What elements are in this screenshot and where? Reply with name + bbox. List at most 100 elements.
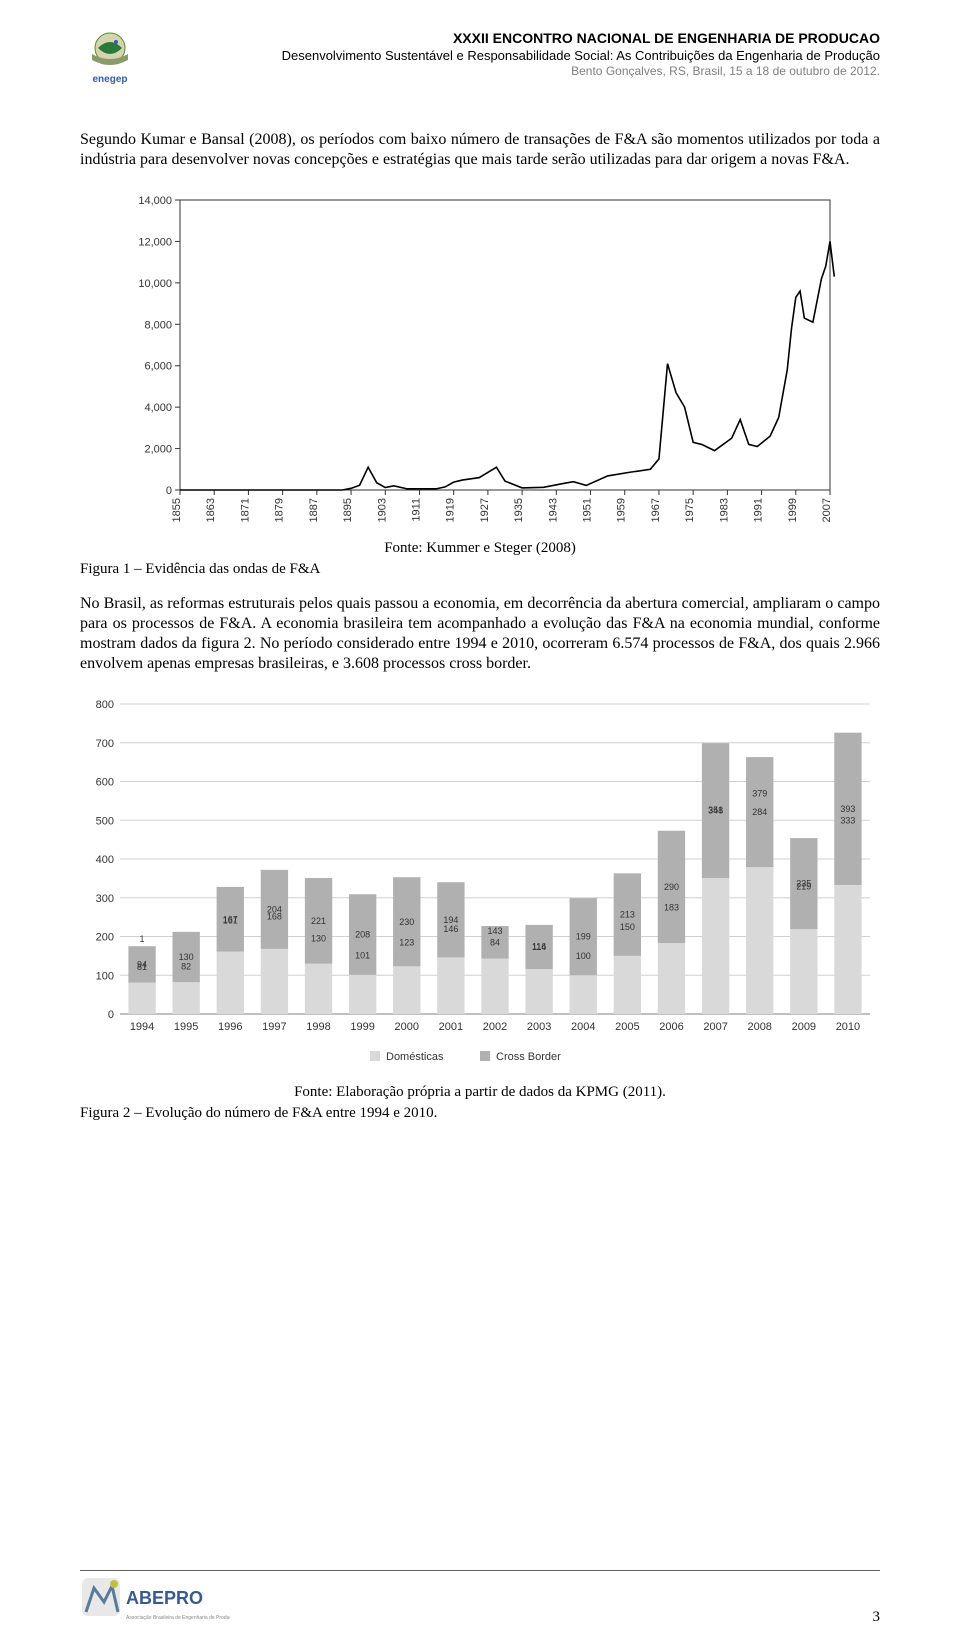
logo-text: enegep xyxy=(92,74,127,85)
svg-text:150: 150 xyxy=(620,922,635,932)
svg-text:130: 130 xyxy=(311,933,326,943)
svg-text:14,000: 14,000 xyxy=(138,195,172,207)
svg-text:Domésticas: Domésticas xyxy=(386,1051,444,1063)
abepro-text: ABEPRO xyxy=(126,1588,203,1608)
paragraph-1: Segundo Kumar e Bansal (2008), os períod… xyxy=(80,130,880,170)
footer-divider xyxy=(80,1570,880,1571)
figure-caption-1: Figura 1 – Evidência das ondas de F&A xyxy=(80,561,880,578)
svg-text:167: 167 xyxy=(223,914,238,924)
svg-text:2002: 2002 xyxy=(483,1021,507,1033)
svg-text:1951: 1951 xyxy=(582,498,594,522)
source-2: Fonte: Elaboração própria a partir de da… xyxy=(80,1084,880,1101)
svg-text:379: 379 xyxy=(752,789,767,799)
svg-text:100: 100 xyxy=(576,951,591,961)
svg-text:1959: 1959 xyxy=(616,498,628,522)
svg-text:200: 200 xyxy=(96,932,114,944)
page-header: enegep XXXII ENCONTRO NACIONAL DE ENGENH… xyxy=(80,30,880,90)
svg-text:2003: 2003 xyxy=(527,1021,551,1033)
figure-caption-2: Figura 2 – Evolução do número de F&A ent… xyxy=(80,1105,880,1122)
header-text: XXXII ENCONTRO NACIONAL DE ENGENHARIA DE… xyxy=(176,30,880,79)
enegep-logo: enegep xyxy=(80,30,160,90)
svg-text:Associação Brasileira de Engen: Associação Brasileira de Engenharia de P… xyxy=(126,1615,230,1621)
svg-text:1995: 1995 xyxy=(174,1021,198,1033)
svg-text:333: 333 xyxy=(840,815,855,825)
svg-text:1994: 1994 xyxy=(130,1021,154,1033)
svg-text:94: 94 xyxy=(137,959,147,969)
svg-text:101: 101 xyxy=(355,950,370,960)
chart-stacked-bar: 0100200300400500600700800819411994821301… xyxy=(80,694,880,1074)
svg-text:1943: 1943 xyxy=(547,498,559,522)
svg-text:235: 235 xyxy=(796,879,811,889)
source-1: Fonte: Kummer e Steger (2008) xyxy=(80,540,880,557)
svg-text:2010: 2010 xyxy=(836,1021,860,1033)
svg-text:1855: 1855 xyxy=(171,498,183,522)
svg-text:1935: 1935 xyxy=(513,498,525,522)
svg-text:1997: 1997 xyxy=(262,1021,286,1033)
svg-text:1999: 1999 xyxy=(787,498,799,522)
svg-text:143: 143 xyxy=(487,926,502,936)
svg-text:1895: 1895 xyxy=(342,498,354,522)
svg-text:1863: 1863 xyxy=(205,498,217,522)
svg-text:1975: 1975 xyxy=(684,498,696,522)
svg-text:4,000: 4,000 xyxy=(144,402,172,414)
svg-text:84: 84 xyxy=(490,937,500,947)
page-number: 3 xyxy=(873,1609,881,1626)
svg-text:284: 284 xyxy=(752,807,767,817)
svg-text:600: 600 xyxy=(96,777,114,789)
header-title: XXXII ENCONTRO NACIONAL DE ENGENHARIA DE… xyxy=(176,30,880,48)
svg-text:6,000: 6,000 xyxy=(144,361,172,373)
svg-text:0: 0 xyxy=(108,1009,114,1021)
svg-text:2001: 2001 xyxy=(439,1021,463,1033)
chart-waves-line: 0 2,000 4,000 6,000 8,000 10,000 12,000 14,000 1… xyxy=(120,190,840,530)
svg-text:1983: 1983 xyxy=(718,498,730,522)
svg-text:230: 230 xyxy=(399,917,414,927)
svg-text:208: 208 xyxy=(355,930,370,940)
svg-text:348: 348 xyxy=(708,806,723,816)
svg-text:1967: 1967 xyxy=(650,498,662,522)
svg-text:2004: 2004 xyxy=(571,1021,595,1033)
svg-text:2000: 2000 xyxy=(395,1021,419,1033)
svg-text:1879: 1879 xyxy=(274,498,286,522)
svg-text:183: 183 xyxy=(664,903,679,913)
svg-text:1903: 1903 xyxy=(376,498,388,522)
svg-text:123: 123 xyxy=(399,938,414,948)
svg-text:12,000: 12,000 xyxy=(138,236,172,248)
svg-text:2007: 2007 xyxy=(821,498,833,522)
svg-text:0: 0 xyxy=(166,485,172,497)
svg-text:114: 114 xyxy=(532,942,546,952)
svg-text:10,000: 10,000 xyxy=(138,278,172,290)
svg-text:2006: 2006 xyxy=(659,1021,683,1033)
svg-text:2009: 2009 xyxy=(792,1021,816,1033)
svg-text:1: 1 xyxy=(140,934,145,944)
svg-text:300: 300 xyxy=(96,893,114,905)
svg-text:1911: 1911 xyxy=(410,498,422,522)
svg-text:290: 290 xyxy=(664,882,679,892)
svg-text:1919: 1919 xyxy=(445,498,457,522)
svg-text:700: 700 xyxy=(96,738,114,750)
svg-text:1998: 1998 xyxy=(306,1021,330,1033)
svg-text:2005: 2005 xyxy=(615,1021,639,1033)
paragraph-2: No Brasil, as reformas estruturais pelos… xyxy=(80,594,880,674)
svg-text:400: 400 xyxy=(96,854,114,866)
svg-text:1991: 1991 xyxy=(753,498,765,522)
svg-text:221: 221 xyxy=(311,916,326,926)
svg-text:Cross Border: Cross Border xyxy=(496,1051,561,1063)
svg-text:800: 800 xyxy=(96,699,114,711)
svg-text:1996: 1996 xyxy=(218,1021,242,1033)
svg-text:8,000: 8,000 xyxy=(144,319,172,331)
abepro-logo: ABEPRO Associação Brasileira de Engenhar… xyxy=(80,1574,230,1629)
svg-text:1927: 1927 xyxy=(479,498,491,522)
svg-text:1871: 1871 xyxy=(239,498,251,522)
svg-text:2,000: 2,000 xyxy=(144,444,172,456)
svg-text:199: 199 xyxy=(576,932,591,942)
svg-text:146: 146 xyxy=(443,924,458,934)
header-location: Bento Gonçalves, RS, Brasil, 15 a 18 de … xyxy=(176,64,880,79)
header-subtitle: Desenvolvimento Sustentável e Responsabi… xyxy=(176,48,880,64)
svg-text:204: 204 xyxy=(267,904,282,914)
svg-text:2008: 2008 xyxy=(747,1021,771,1033)
svg-text:2007: 2007 xyxy=(703,1021,727,1033)
svg-text:100: 100 xyxy=(96,970,114,982)
svg-text:130: 130 xyxy=(179,952,194,962)
svg-text:500: 500 xyxy=(96,815,114,827)
svg-text:213: 213 xyxy=(620,910,635,920)
